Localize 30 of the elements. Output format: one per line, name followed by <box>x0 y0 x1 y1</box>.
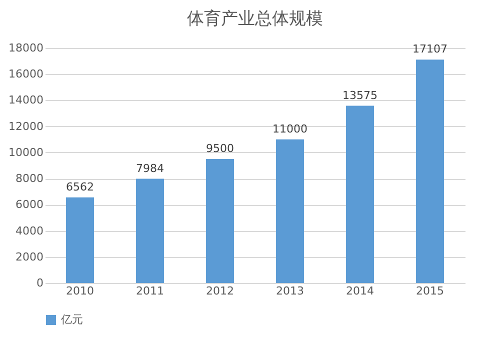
bar <box>206 158 234 283</box>
chart-title: 体育产业总体规模 <box>187 9 323 29</box>
bar <box>416 60 444 283</box>
x-tick-label: 2015 <box>416 284 444 298</box>
x-tick-label: 2011 <box>136 284 164 298</box>
y-tick-label: 8000 <box>16 172 44 186</box>
data-label: 11000 <box>272 122 308 136</box>
x-tick-label: 2013 <box>276 284 304 298</box>
y-tick-label: 14000 <box>8 94 44 107</box>
x-tick-label: 2010 <box>66 284 94 298</box>
y-tick-label: 0 <box>36 276 44 290</box>
y-tick-label: 10000 <box>8 146 44 159</box>
data-label: 13575 <box>342 88 378 102</box>
bar <box>346 106 374 283</box>
bar <box>136 178 164 283</box>
y-tick-label: 12000 <box>8 120 44 133</box>
bar <box>66 197 94 283</box>
bar <box>276 139 304 283</box>
data-label: 17107 <box>412 42 448 56</box>
x-tick-label: 2012 <box>206 284 234 298</box>
data-label: 9500 <box>206 142 234 155</box>
y-tick-label: 16000 <box>8 68 44 81</box>
y-tick-label: 2000 <box>16 250 44 264</box>
y-tick-label: 4000 <box>16 224 44 238</box>
data-label: 7984 <box>136 162 164 175</box>
y-tick-label: 6000 <box>16 198 44 212</box>
data-label: 6562 <box>66 180 94 194</box>
y-tick-label: 18000 <box>8 42 44 54</box>
legend-label: 亿元 <box>60 313 83 326</box>
x-tick-label: 2014 <box>346 284 374 298</box>
